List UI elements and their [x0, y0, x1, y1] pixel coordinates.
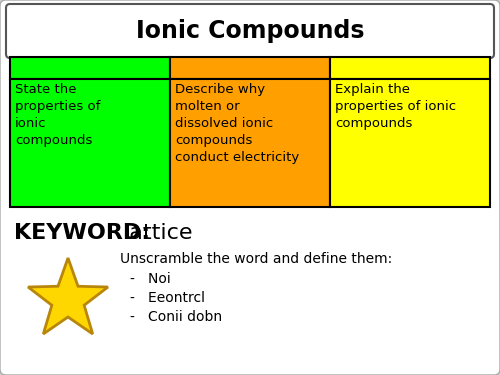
Text: Unscramble the word and define them:: Unscramble the word and define them:	[120, 252, 392, 266]
Text: -   Noi: - Noi	[130, 272, 171, 286]
Text: State the
properties of
ionic
compounds: State the properties of ionic compounds	[15, 83, 100, 147]
Polygon shape	[28, 258, 108, 334]
Bar	[330, 57, 490, 79]
Text: KEYWORD:: KEYWORD:	[14, 223, 158, 243]
Bar	[170, 57, 330, 79]
Text: lattice: lattice	[124, 223, 194, 243]
Bar	[170, 79, 330, 207]
Text: Ionic Compounds: Ionic Compounds	[136, 19, 364, 43]
Text: Explain the
properties of ionic
compounds: Explain the properties of ionic compound…	[335, 83, 456, 130]
Text: -   Conii dobn: - Conii dobn	[130, 310, 222, 324]
Bar	[330, 79, 490, 207]
Text: -   Eeontrcl: - Eeontrcl	[130, 291, 205, 305]
Bar	[10, 57, 170, 79]
Text: Describe why
molten or
dissolved ionic
compounds
conduct electricity: Describe why molten or dissolved ionic c…	[175, 83, 299, 164]
FancyBboxPatch shape	[6, 4, 494, 58]
Bar	[10, 79, 170, 207]
